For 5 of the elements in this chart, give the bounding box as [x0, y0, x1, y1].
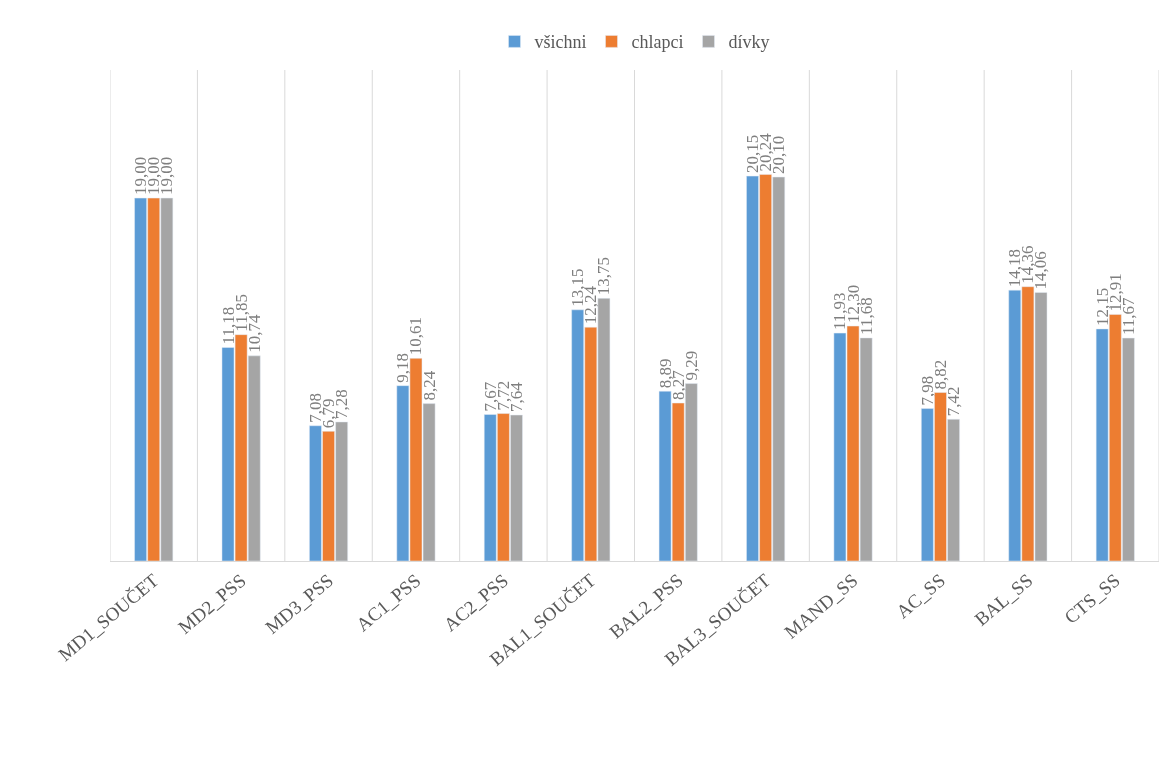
data-label: 8,24 [419, 370, 439, 401]
legend-label: chlapci [631, 32, 684, 53]
data-label: 9,18 [393, 352, 413, 383]
legend-label: dívky [728, 32, 770, 53]
legend-label: všichni [534, 32, 587, 53]
